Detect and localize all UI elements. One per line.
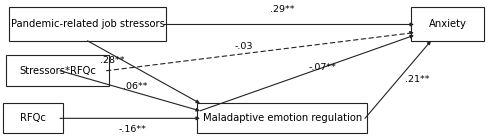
Text: .29**: .29** [270,5,295,14]
Text: .06**: .06** [123,82,147,91]
Text: .21**: .21** [405,75,430,84]
FancyBboxPatch shape [2,103,62,133]
Text: -.16**: -.16** [118,125,146,134]
Text: -.03: -.03 [234,42,253,51]
FancyBboxPatch shape [6,55,109,86]
Text: -.07**: -.07** [308,63,336,72]
Text: .28**: .28** [100,56,125,65]
Text: Pandemic-related job stressors: Pandemic-related job stressors [10,19,164,30]
FancyBboxPatch shape [411,7,484,41]
FancyBboxPatch shape [8,7,166,41]
Text: Anxiety: Anxiety [428,19,467,30]
Text: RFQc: RFQc [20,113,46,123]
Text: Maladaptive emotion regulation: Maladaptive emotion regulation [203,113,362,123]
FancyBboxPatch shape [198,103,368,133]
Text: Stressors*RFQc: Stressors*RFQc [19,66,96,76]
